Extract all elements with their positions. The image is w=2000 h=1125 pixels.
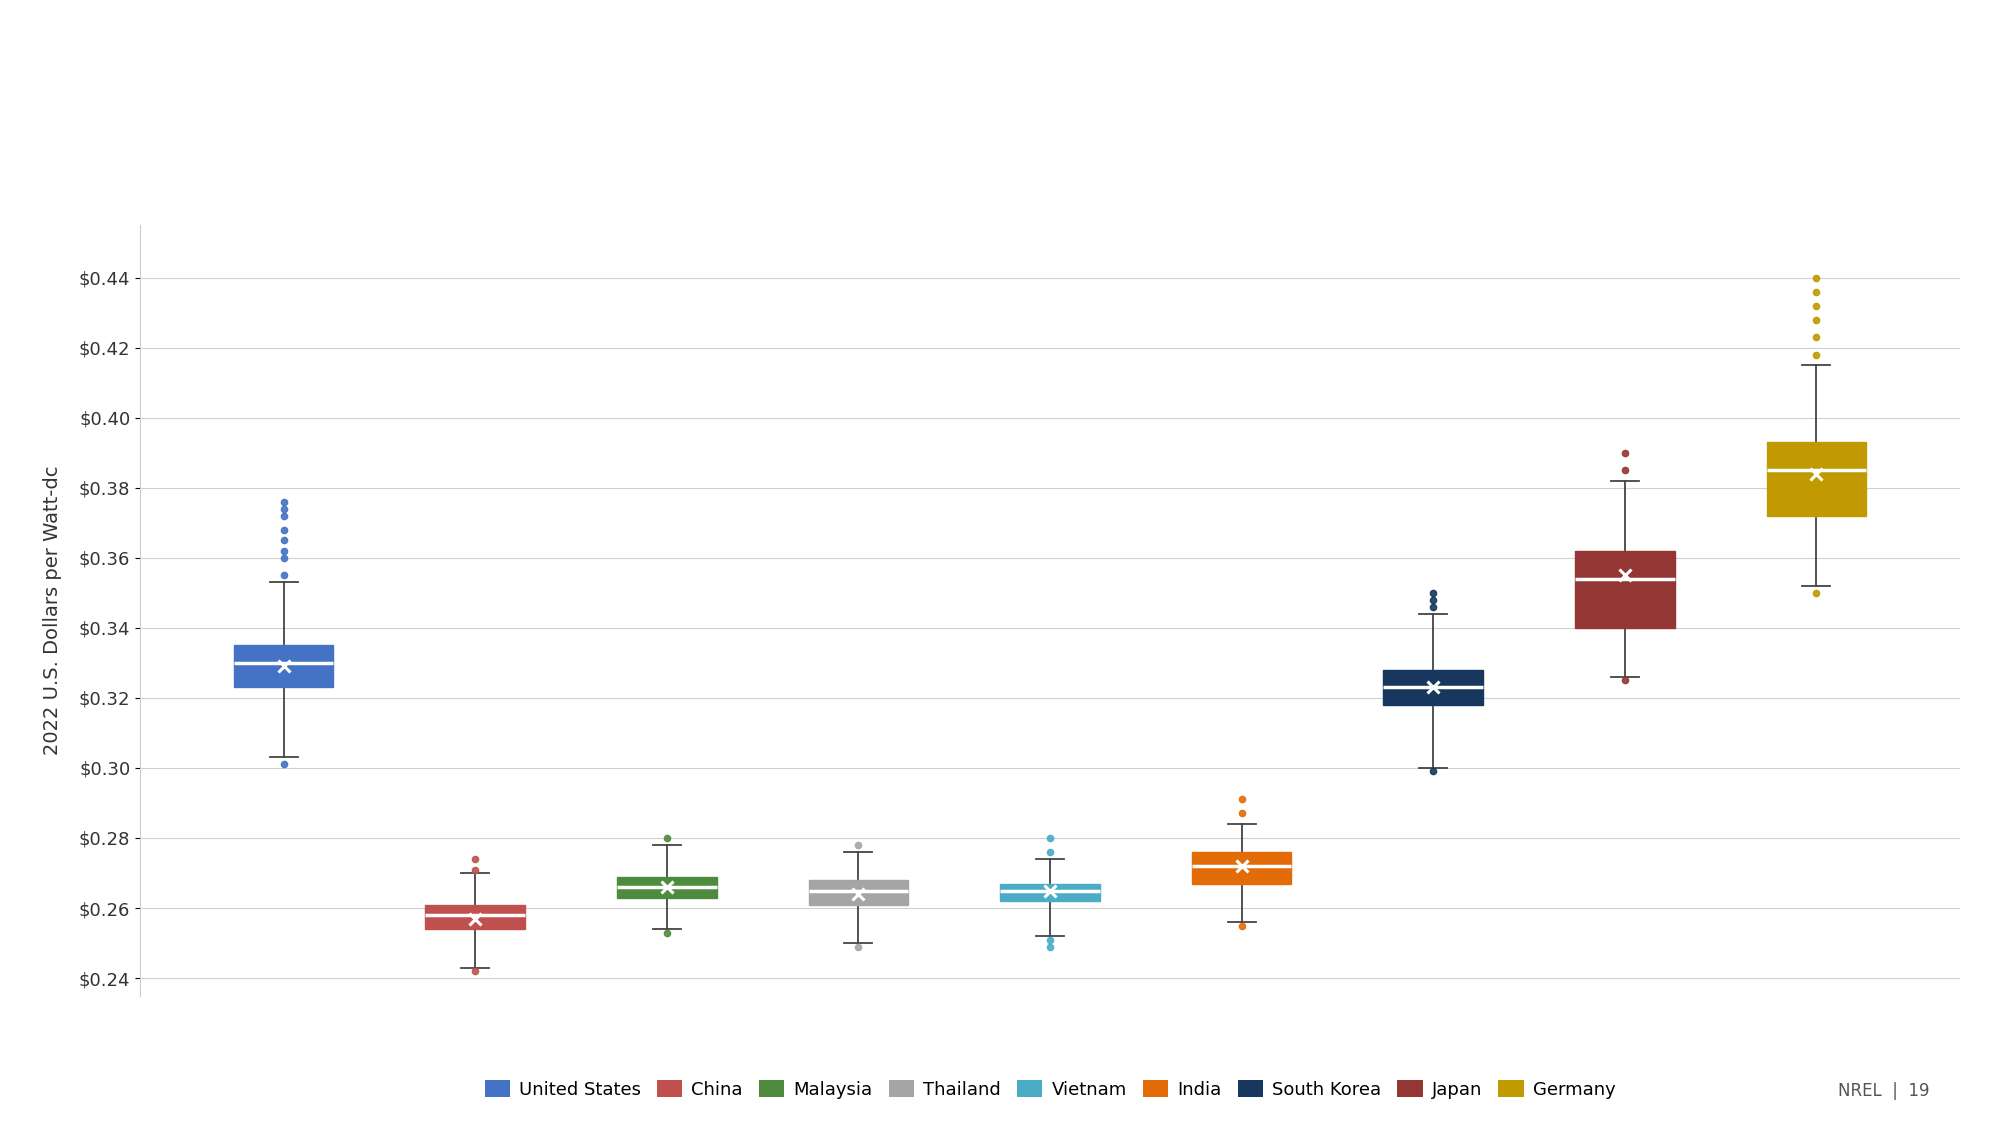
Bar	[1574, 551, 1674, 628]
Bar	[1192, 852, 1292, 883]
Text: Monte Carlo Analysis Results for Nationally-Integrated PV Manufacturing Supply C: Monte Carlo Analysis Results for Nationa…	[24, 19, 1506, 48]
Bar	[426, 904, 526, 929]
Text: Samples Created Using Normal Input Distributions for Efficiency, CapEx, Labor In: Samples Created Using Normal Input Distr…	[24, 150, 1076, 168]
Bar	[1384, 669, 1482, 705]
Bar	[1000, 883, 1100, 901]
Bar	[618, 876, 716, 898]
Bar	[234, 646, 334, 687]
Bar	[234, 646, 334, 687]
Text: Aggregated Factory Gate Minimum Sustainable Price (MSP) Calculations for Polysil: Aggregated Factory Gate Minimum Sustaina…	[24, 96, 1108, 114]
Bar	[1574, 551, 1674, 628]
Text: NREL  |  19: NREL | 19	[1838, 1082, 1930, 1100]
Y-axis label: 2022 U.S. Dollars per Watt-dc: 2022 U.S. Dollars per Watt-dc	[44, 466, 62, 755]
Bar	[1766, 442, 1866, 515]
Bar	[426, 904, 526, 929]
Bar	[1766, 442, 1866, 515]
Legend: United States, China, Malaysia, Thailand, Vietnam, India, South Korea, Japan, Ge: United States, China, Malaysia, Thailand…	[478, 1073, 1622, 1106]
Bar	[1384, 669, 1482, 705]
Bar	[1000, 883, 1100, 901]
Bar	[808, 880, 908, 904]
Bar	[618, 876, 716, 898]
Bar	[1192, 852, 1292, 883]
Bar	[808, 880, 908, 904]
